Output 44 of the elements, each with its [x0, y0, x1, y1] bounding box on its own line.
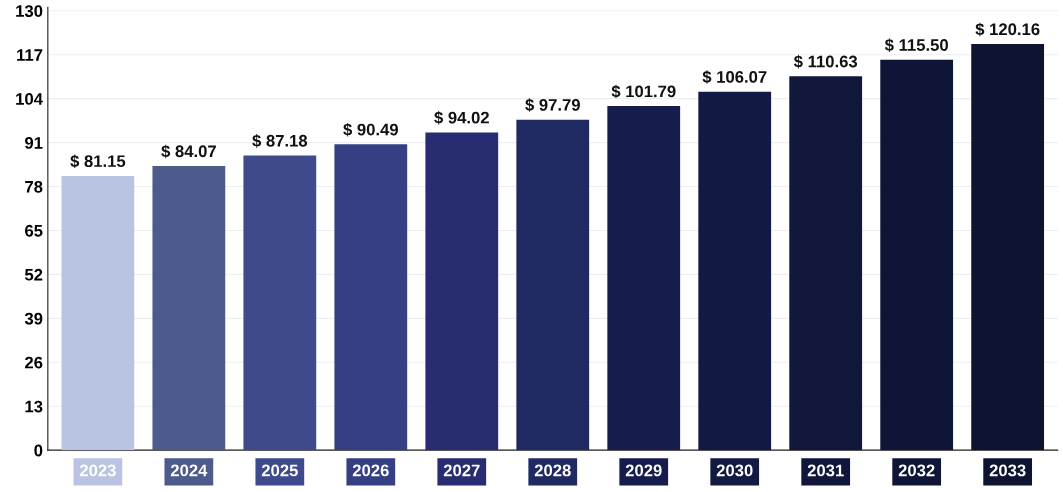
x-tick-label: 2026 — [352, 464, 389, 477]
y-tick-label: 117 — [17, 49, 43, 61]
bar — [425, 132, 499, 451]
x-tick-label: 2031 — [807, 464, 844, 477]
bar — [152, 166, 226, 451]
y-tick-label: 13 — [25, 400, 43, 413]
bar — [61, 175, 135, 451]
bar — [880, 59, 954, 451]
bar — [607, 106, 681, 451]
data-label: $ 97.79 — [525, 98, 580, 112]
data-label: $ 81.15 — [70, 154, 126, 169]
y-tick-label: 130 — [16, 5, 43, 17]
data-label: $ 120.16 — [975, 22, 1040, 37]
x-tick-label: 2028 — [534, 464, 571, 477]
x-tick-label: 2029 — [625, 464, 662, 477]
bar — [971, 44, 1045, 451]
data-label: $ 115.50 — [884, 38, 948, 52]
bar — [334, 144, 408, 451]
x-tick-label: 2024 — [170, 464, 208, 477]
bar — [789, 76, 863, 451]
data-label: $ 87.18 — [252, 134, 308, 148]
data-label: $ 84.07 — [161, 144, 216, 159]
x-tick-label: 2032 — [898, 464, 935, 477]
bar — [243, 155, 317, 451]
data-label: $ 101.79 — [611, 84, 676, 99]
y-tick-label: 65 — [25, 224, 43, 237]
x-tick-label: 2033 — [989, 464, 1026, 477]
y-tick-label: 26 — [25, 356, 43, 369]
y-tick-label: 104 — [16, 93, 43, 105]
y-tick-label: 78 — [25, 180, 43, 193]
y-tick-label: 52 — [24, 268, 43, 281]
y-tick-label: 91 — [25, 136, 43, 149]
y-tick-label: 39 — [24, 312, 43, 325]
y-tick-label: 0 — [34, 444, 43, 457]
data-label: $ 90.49 — [343, 122, 398, 137]
x-tick-label: 2025 — [261, 464, 298, 477]
bar — [516, 119, 590, 451]
bar — [698, 91, 772, 451]
x-tick-label: 2027 — [443, 464, 480, 477]
data-label: $ 106.07 — [702, 70, 767, 84]
data-label: $ 110.63 — [793, 54, 858, 69]
data-label: $ 94.02 — [434, 110, 489, 125]
x-tick-label: 2023 — [79, 464, 116, 477]
x-tick-label: 2030 — [716, 464, 753, 477]
